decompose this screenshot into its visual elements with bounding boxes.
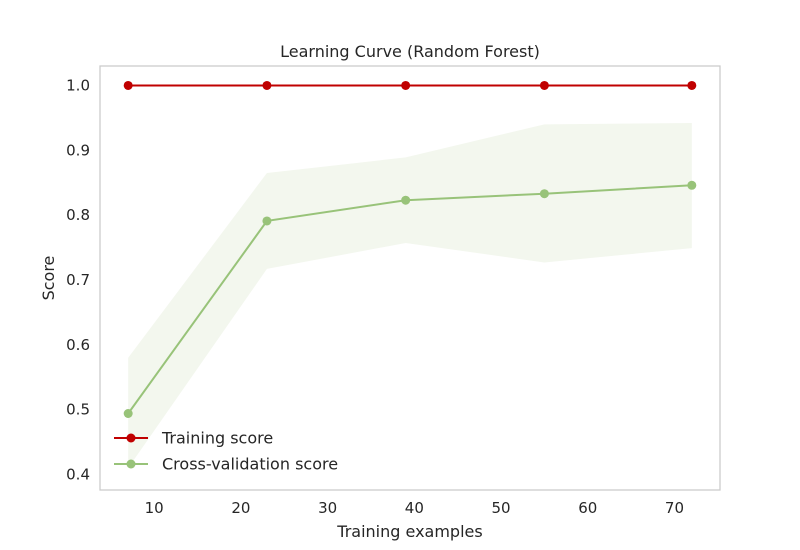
series-1-point-2 xyxy=(401,195,411,205)
series-0-point-0 xyxy=(123,80,133,90)
series-1-point-3 xyxy=(539,189,549,199)
series-0-point-4 xyxy=(687,80,697,90)
y-tick-label: 0.9 xyxy=(66,141,90,159)
series-0-point-1 xyxy=(262,80,272,90)
y-tick-label: 0.6 xyxy=(66,336,90,354)
x-tick-label: 10 xyxy=(145,499,164,517)
series-1-point-4 xyxy=(687,180,697,190)
chart-title: Learning Curve (Random Forest) xyxy=(280,42,540,61)
series-points xyxy=(123,80,697,418)
x-tick-label: 70 xyxy=(665,499,684,517)
x-tick-label: 40 xyxy=(405,499,424,517)
series-1-band xyxy=(128,123,692,468)
score-bands xyxy=(128,123,692,468)
legend-entry-label: Training score xyxy=(161,429,273,448)
plot-frame xyxy=(99,65,721,491)
legend: Training score Cross-validation score xyxy=(114,429,338,474)
legend-swatch-marker xyxy=(126,433,136,443)
y-axis-label: Score xyxy=(39,256,58,301)
x-tick-label: 30 xyxy=(318,499,337,517)
x-tick-label: 60 xyxy=(578,499,597,517)
legend-swatch-marker xyxy=(126,459,136,469)
y-tick-label: 0.8 xyxy=(66,206,90,224)
y-tick-label: 0.5 xyxy=(66,401,90,419)
y-axis-ticks: 0.4 0.5 0.6 0.7 0.8 0.9 1.0 xyxy=(66,76,90,483)
series-1-point-1 xyxy=(262,216,272,226)
series-0-point-2 xyxy=(401,80,411,90)
legend-entry-label: Cross-validation score xyxy=(162,455,338,474)
y-tick-label: 1.0 xyxy=(66,76,90,94)
x-axis-ticks: 10 20 30 40 50 60 70 xyxy=(145,499,684,517)
y-tick-label: 0.4 xyxy=(66,465,90,483)
series-1-point-0 xyxy=(123,408,133,418)
y-tick-label: 0.7 xyxy=(66,271,90,289)
x-tick-label: 20 xyxy=(231,499,250,517)
x-tick-label: 50 xyxy=(492,499,511,517)
series-0-point-3 xyxy=(539,80,549,90)
x-axis-label: Training examples xyxy=(336,522,482,541)
